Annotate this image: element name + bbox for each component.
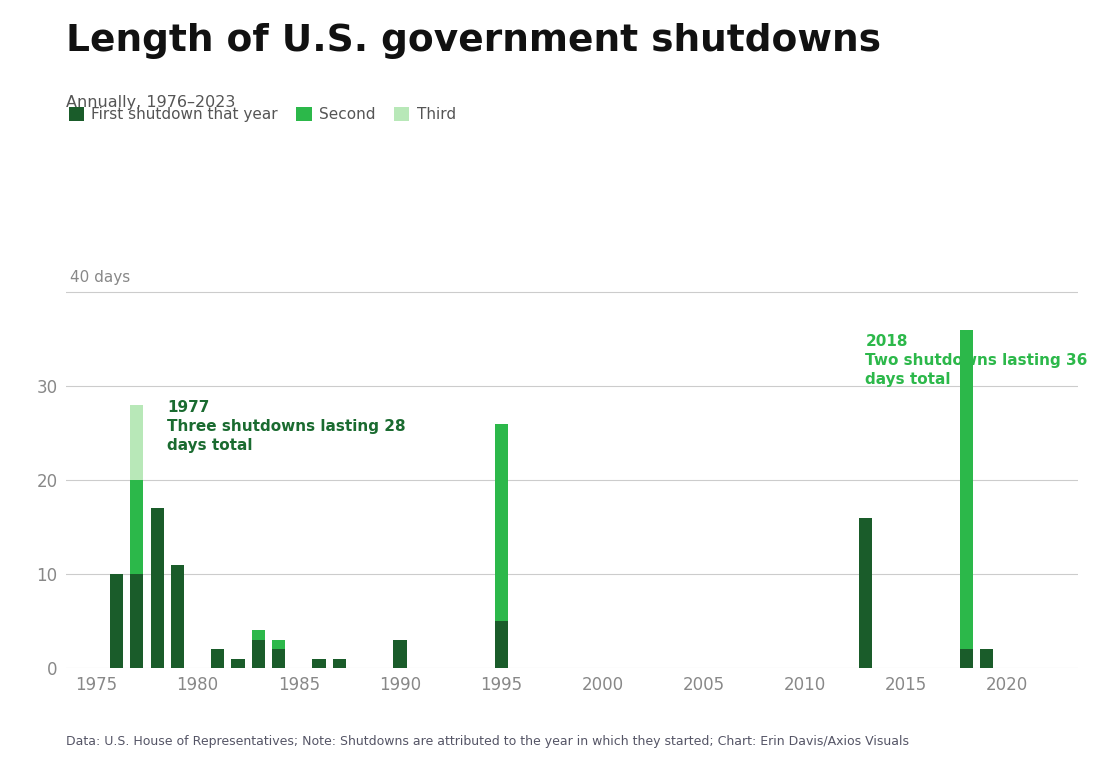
Text: 2018: 2018 — [866, 334, 908, 349]
Bar — [170, 565, 184, 668]
Legend: First shutdown that year, Second, Third: First shutdown that year, Second, Third — [68, 107, 456, 122]
Bar — [130, 405, 143, 480]
Bar — [960, 329, 974, 649]
Text: 40 days: 40 days — [70, 269, 130, 285]
Text: Annually, 1976–2023: Annually, 1976–2023 — [66, 95, 235, 110]
Bar — [151, 509, 164, 668]
Bar — [312, 659, 326, 668]
Bar — [130, 574, 143, 668]
Text: 1977: 1977 — [167, 400, 210, 415]
Bar — [252, 640, 265, 668]
Text: Three shutdowns lasting 28: Three shutdowns lasting 28 — [167, 419, 406, 434]
Bar — [130, 480, 143, 574]
Text: days total: days total — [167, 438, 253, 452]
Bar — [231, 659, 244, 668]
Bar — [110, 574, 123, 668]
Bar — [394, 640, 407, 668]
Bar — [332, 659, 345, 668]
Bar — [272, 649, 285, 668]
Bar — [859, 518, 872, 668]
Bar — [495, 424, 508, 621]
Bar — [960, 649, 974, 668]
Text: Length of U.S. government shutdowns: Length of U.S. government shutdowns — [66, 23, 881, 58]
Bar — [980, 649, 993, 668]
Bar — [211, 649, 224, 668]
Text: days total: days total — [866, 372, 952, 387]
Text: Data: U.S. House of Representatives; Note: Shutdowns are attributed to the year : Data: U.S. House of Representatives; Not… — [66, 735, 909, 748]
Bar — [495, 621, 508, 668]
Bar — [252, 630, 265, 640]
Text: Two shutdowns lasting 36: Two shutdowns lasting 36 — [866, 353, 1088, 368]
Bar — [272, 640, 285, 649]
